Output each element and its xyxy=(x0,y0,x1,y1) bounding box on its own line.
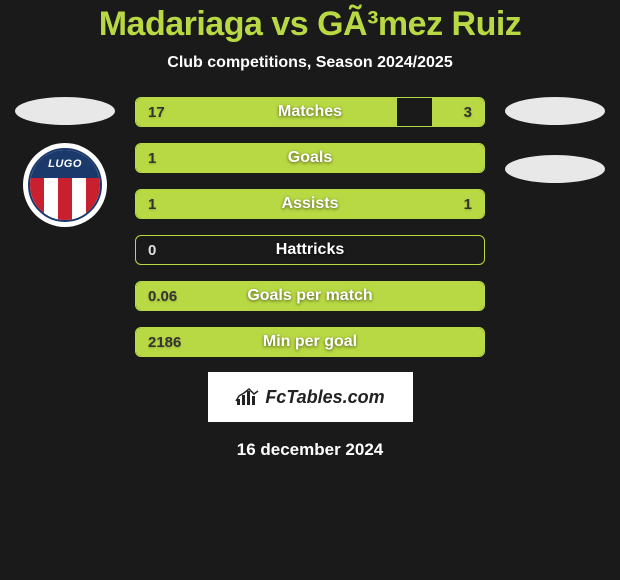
stat-row: 1 Goals xyxy=(135,143,485,173)
stat-label: Min per goal xyxy=(263,333,357,351)
stat-row: 0 Hattricks xyxy=(135,235,485,265)
stat-label: Goals per match xyxy=(247,287,372,305)
stat-value-left: 1 xyxy=(148,196,156,213)
left-player-column: LUGO xyxy=(10,97,120,227)
stat-value-right: 3 xyxy=(464,104,472,121)
stat-label: Assists xyxy=(282,195,339,213)
club-badge-stripes xyxy=(30,178,100,220)
site-logo-text: FcTables.com xyxy=(265,387,384,408)
stat-value-left: 0 xyxy=(148,242,156,259)
page-subtitle: Club competitions, Season 2024/2025 xyxy=(167,54,452,72)
stat-fill-left xyxy=(136,98,397,126)
stat-row: 0.06 Goals per match xyxy=(135,281,485,311)
stat-fill-right xyxy=(432,98,484,126)
page-title: Madariaga vs GÃ³mez Ruiz xyxy=(99,5,522,44)
stat-row: 2186 Min per goal xyxy=(135,327,485,357)
comparison-infographic: Madariaga vs GÃ³mez Ruiz Club competitio… xyxy=(0,0,620,580)
player-placeholder-ellipse xyxy=(505,97,605,125)
club-badge-left: LUGO xyxy=(23,143,107,227)
stat-value-left: 1 xyxy=(148,150,156,167)
club-badge-text: LUGO xyxy=(30,150,100,178)
player-placeholder-ellipse xyxy=(15,97,115,125)
right-player-column xyxy=(500,97,610,183)
club-badge-inner: LUGO xyxy=(28,148,102,222)
stat-row: 17 Matches 3 xyxy=(135,97,485,127)
chart-icon xyxy=(235,387,259,407)
stat-value-left: 17 xyxy=(148,104,165,121)
site-logo-badge: FcTables.com xyxy=(208,372,413,422)
club-placeholder-ellipse xyxy=(505,155,605,183)
stat-label: Matches xyxy=(278,103,342,121)
stats-column: 17 Matches 3 1 Goals 1 Assists 1 0 Hattricks 0.06 G… xyxy=(135,97,485,357)
stat-value-left: 2186 xyxy=(148,334,181,351)
stat-label: Goals xyxy=(288,149,332,167)
stat-value-right: 1 xyxy=(464,196,472,213)
stat-label: Hattricks xyxy=(276,241,344,259)
comparison-area: LUGO 17 Matches 3 1 Goals 1 Assists 1 0 Hattricks… xyxy=(0,97,620,357)
stat-row: 1 Assists 1 xyxy=(135,189,485,219)
date-label: 16 december 2024 xyxy=(237,440,384,460)
stat-value-left: 0.06 xyxy=(148,288,177,305)
